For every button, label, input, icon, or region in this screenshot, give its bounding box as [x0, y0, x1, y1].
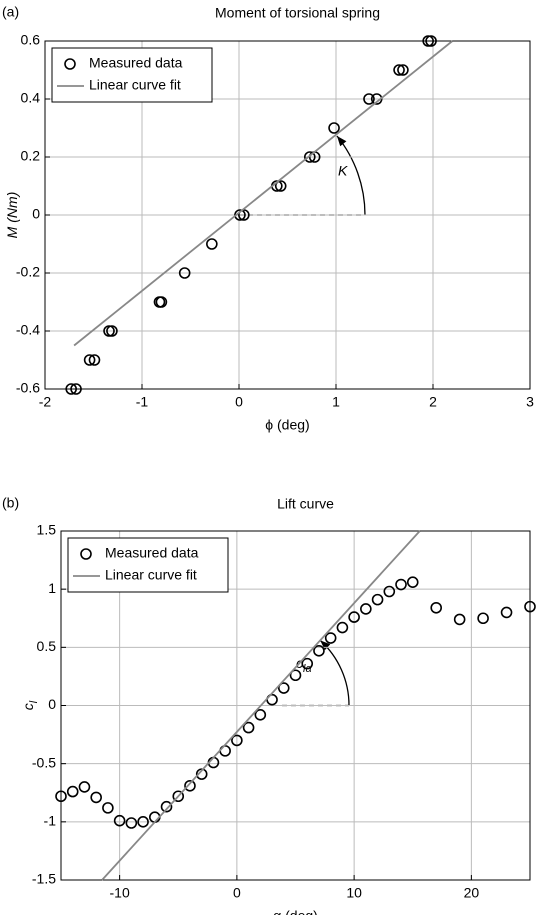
- data-point: [277, 682, 290, 694]
- legend-label: Measured data: [105, 545, 199, 561]
- data-point: [383, 585, 396, 598]
- y-tick-label: 0: [32, 206, 40, 222]
- data-point: [206, 238, 218, 250]
- data-point: [430, 601, 443, 614]
- data-point: [336, 621, 349, 634]
- data-point: [304, 151, 316, 163]
- legend-marker: [64, 58, 76, 70]
- data-point: [289, 669, 302, 682]
- data-point: [88, 354, 101, 366]
- legend-label: Measured data: [89, 55, 183, 71]
- data-point: [83, 354, 96, 366]
- x-axis-label: α (deg): [273, 908, 318, 915]
- x-tick-label: 10: [346, 885, 362, 901]
- plot-frame: [60, 530, 531, 881]
- data-point: [425, 35, 437, 47]
- legend-box: [51, 47, 213, 103]
- y-tick-label: -0.5: [32, 754, 56, 770]
- data-point: [301, 657, 314, 670]
- data-point: [195, 768, 208, 780]
- y-tick-label: 1: [48, 580, 56, 596]
- data-point: [477, 612, 489, 625]
- y-axis-label: cl: [20, 700, 40, 710]
- annotation: K: [338, 163, 348, 179]
- data-point: [125, 817, 138, 829]
- y-tick-label: 0.6: [21, 32, 41, 48]
- x-tick-label: -10: [110, 885, 130, 901]
- data-point: [70, 383, 82, 395]
- y-tick-label: -0.2: [16, 264, 40, 280]
- data-point: [395, 578, 407, 591]
- y-tick-label: -1.5: [32, 871, 56, 887]
- y-axis-label: M (Nm): [4, 192, 20, 239]
- data-point: [274, 180, 287, 192]
- y-tick-label: -1: [44, 813, 57, 829]
- x-axis-label: ϕ (deg): [265, 417, 309, 433]
- data-point: [453, 613, 466, 626]
- y-tick-label: 0.2: [21, 148, 41, 164]
- data-point: [113, 814, 126, 827]
- legend-label: Linear curve fit: [89, 77, 181, 93]
- arrow-head: [337, 136, 347, 147]
- data-point: [55, 790, 67, 803]
- arrow-head: [320, 640, 331, 651]
- data-point: [184, 779, 196, 792]
- data-point: [360, 603, 372, 615]
- data-point: [348, 611, 360, 623]
- legend-box: [67, 537, 229, 593]
- data-point: [137, 816, 149, 828]
- data-point: [102, 802, 114, 814]
- x-tick-label: 20: [464, 885, 480, 901]
- data-point: [65, 383, 77, 395]
- y-tick-label: -0.6: [16, 380, 40, 396]
- x-tick-label: 3: [526, 394, 534, 410]
- data-point: [524, 600, 536, 613]
- y-tick-label: 0.4: [21, 90, 41, 106]
- x-tick-label: -2: [39, 394, 52, 410]
- data-point: [172, 790, 185, 803]
- data-point: [66, 785, 79, 798]
- chart-title: Moment of torsional spring: [215, 5, 380, 21]
- legend-marker: [80, 548, 92, 560]
- data-point: [231, 734, 243, 747]
- y-axis-label-main: M (Nm): [4, 192, 20, 239]
- data-point: [242, 721, 255, 734]
- data-point: [313, 645, 325, 657]
- plot-frame: [44, 40, 531, 390]
- data-point: [328, 122, 340, 134]
- panel-label: (b): [2, 495, 19, 511]
- data-point: [254, 709, 267, 721]
- y-tick-label: -0.4: [16, 322, 40, 338]
- fit-line: [73, 40, 453, 347]
- y-tick-label: 0: [48, 696, 56, 712]
- x-tick-label: 0: [235, 394, 243, 410]
- x-tick-label: 0: [233, 885, 241, 901]
- data-point: [155, 296, 168, 308]
- data-point: [90, 791, 102, 804]
- x-tick-label: 2: [429, 394, 437, 410]
- y-axis-label-main: c: [20, 703, 36, 710]
- chart-title: Lift curve: [277, 496, 334, 512]
- data-point: [397, 64, 409, 76]
- y-tick-label: 1.5: [37, 522, 57, 538]
- x-tick-label: 1: [332, 394, 340, 410]
- data-point: [500, 606, 513, 619]
- data-point: [324, 632, 337, 644]
- fit-line: [101, 530, 421, 881]
- x-tick-label: -1: [136, 394, 149, 410]
- data-point: [160, 800, 173, 813]
- y-tick-label: 0.5: [37, 638, 57, 654]
- data-point: [363, 93, 375, 105]
- data-point: [406, 576, 419, 588]
- data-point: [393, 64, 405, 76]
- legend-label: Linear curve fit: [105, 567, 197, 583]
- panel-label: (a): [2, 4, 19, 20]
- y-axis-label-subscript: l: [28, 700, 40, 703]
- data-point: [78, 781, 91, 793]
- data-point: [106, 325, 118, 337]
- data-point: [178, 267, 191, 279]
- data-point: [371, 593, 384, 606]
